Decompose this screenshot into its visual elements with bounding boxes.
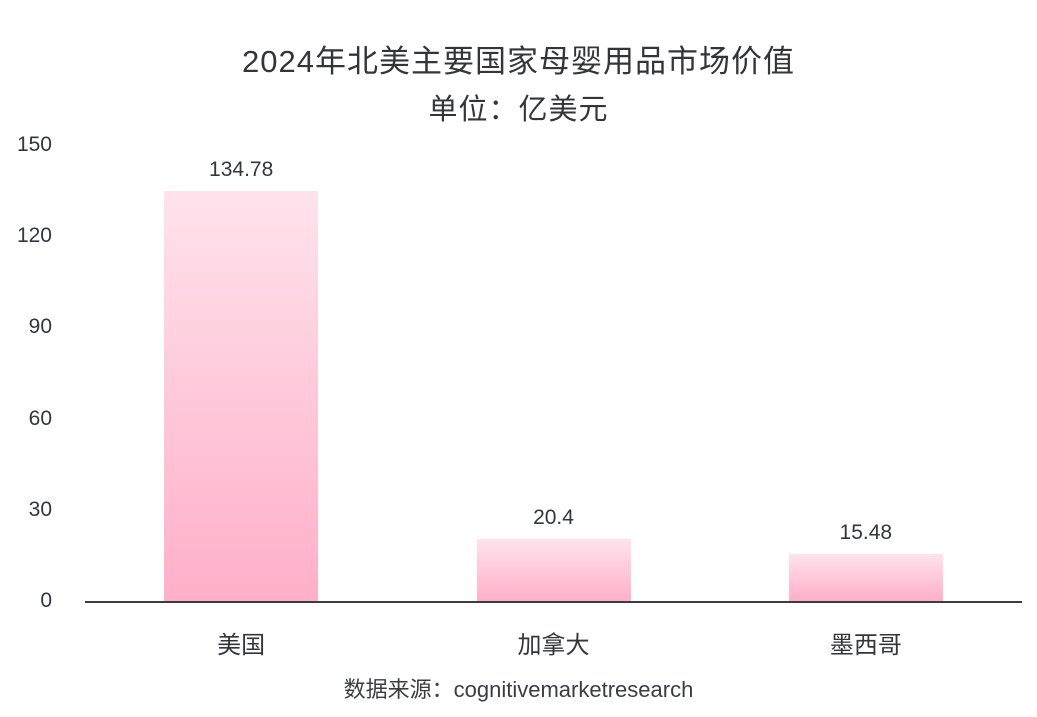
y-axis-tick-label: 30: [28, 497, 52, 521]
y-axis-tick-label: 150: [16, 133, 52, 156]
y-axis-tick-label: 0: [40, 589, 52, 612]
source-note: 数据来源：cognitivemarketresearch: [343, 677, 694, 702]
bar-0: [164, 191, 319, 601]
x-axis-line: [85, 600, 1022, 603]
bar-2: [788, 553, 943, 601]
y-axis-tick-label: 60: [28, 406, 52, 430]
x-axis-label: 墨西哥: [829, 632, 902, 659]
y-axis-tick-label: 120: [16, 224, 52, 248]
bar-value-label: 15.48: [839, 520, 893, 544]
plot-area: 0 30 60 90 120 150 134.78 20.4 15.48: [17, 133, 1022, 612]
x-axis-label: 加拿大: [517, 632, 590, 659]
chart-subtitle: 单位：亿美元: [428, 94, 609, 126]
y-axis-tick-label: 90: [28, 315, 52, 339]
bar-1: [476, 538, 631, 601]
x-axis-label: 美国: [217, 632, 266, 659]
chart-title: 2024年北美主要国家母婴用品市场价值: [242, 44, 795, 79]
x-axis-labels: 美国 加拿大 墨西哥: [85, 625, 1022, 667]
bar-value-label: 134.78: [209, 158, 274, 182]
bar-value-label: 20.4: [533, 505, 574, 529]
